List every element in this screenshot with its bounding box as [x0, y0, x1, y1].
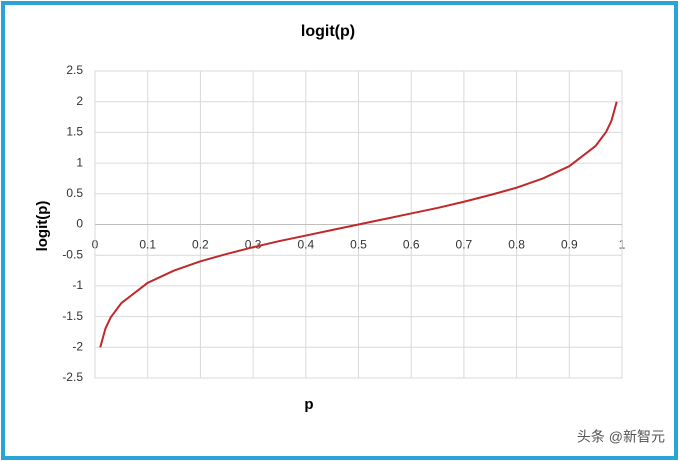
x-tick-label: 0.2: [192, 238, 209, 252]
watermark: 头条 @新智元: [577, 429, 665, 445]
y-tick-label: -1.5: [62, 309, 83, 323]
y-tick-label: -1: [72, 278, 83, 292]
y-tick-label: -2.5: [62, 370, 83, 384]
plot-area: -2.5-2-1.5-1-0.500.511.522.50 0.1 0.2 0.3 0.…: [62, 63, 625, 384]
chart-title: logit(p): [301, 23, 355, 40]
y-tick-label: 2.5: [66, 63, 83, 77]
data-line: [99, 101, 618, 348]
y-tick-label: 0.5: [66, 186, 83, 200]
y-axis-label: logit(p): [34, 201, 51, 252]
x-tick-label: 0.7: [456, 238, 473, 252]
y-tick-label: -2: [72, 339, 83, 353]
y-tick-label: 1.5: [66, 125, 83, 139]
x-tick-label: 0.6: [403, 238, 420, 252]
x-tick-label: 0.4: [297, 238, 314, 252]
x-tick-label: 0.9: [561, 238, 578, 252]
y-tick-label: 1: [76, 155, 83, 169]
x-tick-label: 0.8: [508, 238, 525, 252]
x-tick-label: 0.5: [350, 238, 367, 252]
y-tick-label: 0: [76, 217, 83, 231]
y-tick-label: -0.5: [62, 247, 83, 261]
x-axis-label: p: [304, 396, 313, 413]
y-tick-label: 2: [76, 94, 83, 108]
x-tick-label: 0.1: [139, 238, 156, 252]
